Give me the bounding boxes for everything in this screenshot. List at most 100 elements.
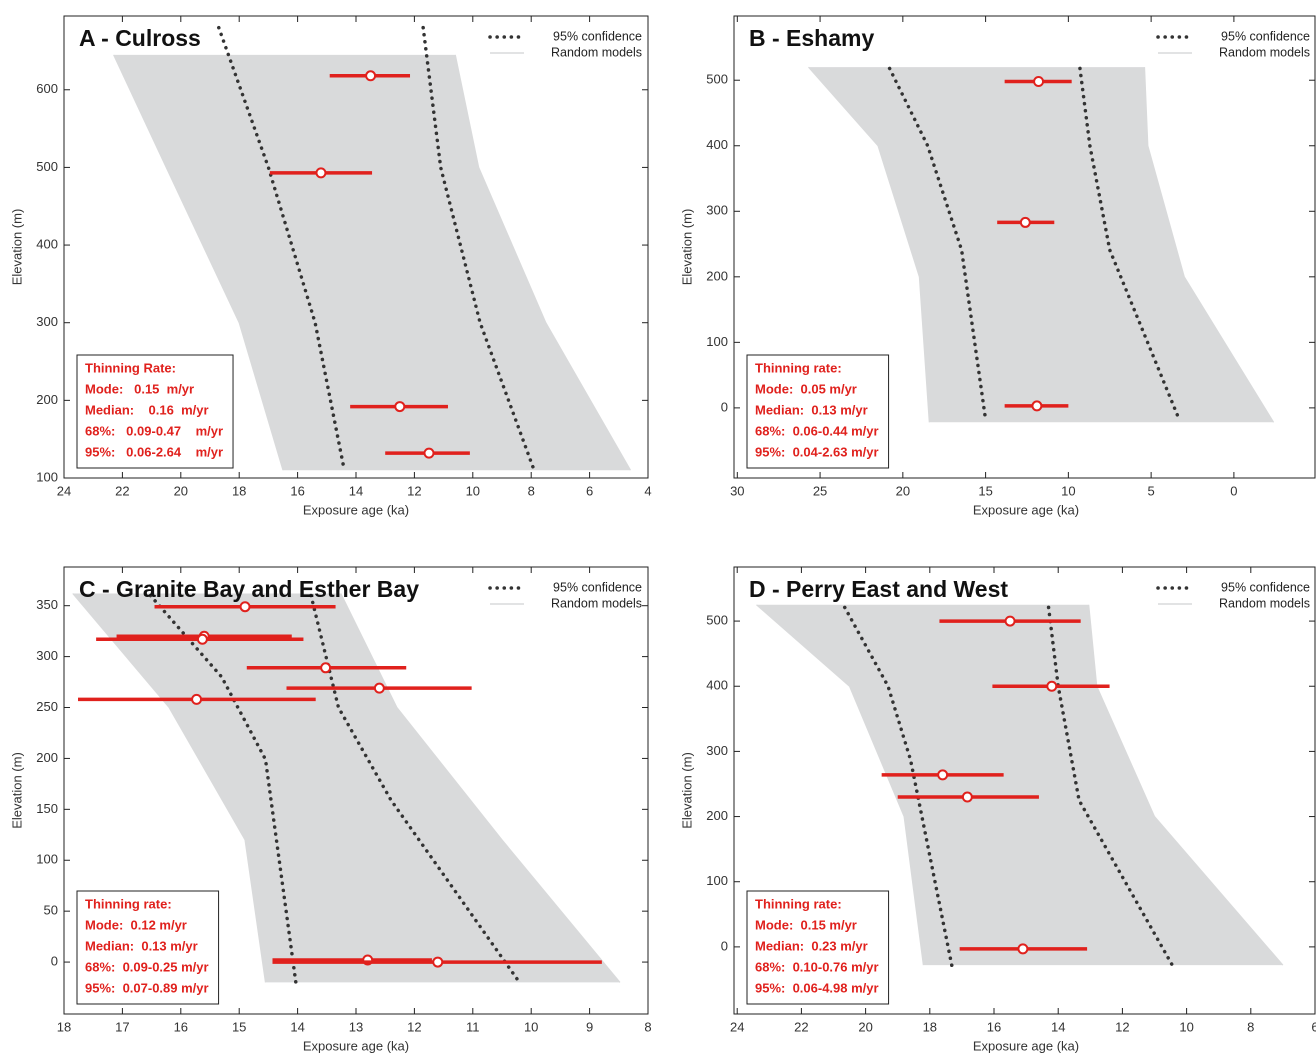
x-tick-label: 8 <box>1247 1019 1254 1034</box>
x-axis-label: Exposure age (ka) <box>973 502 1079 517</box>
random-models-edge <box>340 593 621 983</box>
sample-point <box>315 167 327 179</box>
confidence-line <box>842 605 955 970</box>
y-tick-label: 0 <box>721 938 728 953</box>
confidence-line <box>1046 605 1176 970</box>
random-models-edge <box>1088 604 1284 966</box>
thinning-box <box>746 890 890 1005</box>
panel-title: C - Granite Bay and Esther Bay <box>79 576 419 602</box>
x-tick-label: 22 <box>115 483 129 498</box>
x-tick-label: 14 <box>290 1019 304 1034</box>
y-tick-label: 500 <box>36 159 58 174</box>
sample-point <box>1046 680 1058 692</box>
y-tick-label: 50 <box>44 903 58 918</box>
random-models-band <box>756 604 1283 966</box>
sample-point <box>937 769 949 781</box>
x-tick-label: 6 <box>1311 1019 1316 1034</box>
box-line: 95%: 0.04-2.63 m/yr <box>755 444 879 459</box>
x-tick-label: 14 <box>349 483 363 498</box>
y-tick-label: 300 <box>706 203 728 218</box>
x-tick-label: 17 <box>115 1019 129 1034</box>
y-tick-label: 300 <box>36 314 58 329</box>
sample-point <box>365 70 377 82</box>
legend-label: Random models <box>1219 596 1310 610</box>
box-line: 95%: 0.07-0.89 m/yr <box>85 980 209 995</box>
x-tick-label: 12 <box>1115 1019 1129 1034</box>
y-tick-label: 100 <box>706 873 728 888</box>
box-line: Mode: 0.12 m/yr <box>85 917 187 932</box>
x-tick-label: 20 <box>174 483 188 498</box>
x-tick-label: 0 <box>1230 483 1237 498</box>
x-tick-label: 30 <box>730 483 744 498</box>
y-tick-label: 300 <box>36 648 58 663</box>
x-tick-label: 24 <box>57 483 71 498</box>
y-axis-label: Elevation (m) <box>679 752 694 829</box>
y-tick-label: 200 <box>36 750 58 765</box>
panel-title: B - Eshamy <box>749 25 874 51</box>
x-tick-label: 10 <box>1179 1019 1193 1034</box>
box-title: Thinning rate: <box>755 360 842 375</box>
y-axis-label: Elevation (m) <box>679 209 694 286</box>
plot-area <box>808 66 1275 423</box>
x-tick-label: 20 <box>896 483 910 498</box>
panel-title: A - Culross <box>79 25 201 51</box>
sample-point <box>1004 615 1016 627</box>
sample-point <box>196 633 208 645</box>
random-models-band <box>808 67 1274 423</box>
box-title: Thinning Rate: <box>85 360 176 375</box>
random-models-edge <box>454 54 632 471</box>
x-tick-label: 18 <box>57 1019 71 1034</box>
plot-area <box>113 25 632 472</box>
y-tick-label: 100 <box>36 852 58 867</box>
y-tick-label: 500 <box>706 72 728 87</box>
x-tick-label: 13 <box>349 1019 363 1034</box>
y-tick-label: 200 <box>706 268 728 283</box>
x-tick-label: 16 <box>290 483 304 498</box>
y-tick-label: 300 <box>706 743 728 758</box>
box-line: Median: 0.16 m/yr <box>85 402 209 417</box>
y-tick-label: 350 <box>36 597 58 612</box>
y-tick-label: 0 <box>721 399 728 414</box>
confidence-line <box>887 66 988 422</box>
x-tick-label: 14 <box>1051 1019 1065 1034</box>
sample-point <box>1033 76 1045 88</box>
confidence-line <box>148 593 298 985</box>
x-tick-label: 25 <box>813 483 827 498</box>
box-line: Median: 0.23 m/yr <box>755 938 868 953</box>
y-tick-label: 100 <box>706 334 728 349</box>
sample-point <box>373 682 385 694</box>
axes-frame <box>733 566 1316 1015</box>
thinning-box <box>76 354 234 469</box>
x-tick-label: 6 <box>586 483 593 498</box>
x-tick-label: 18 <box>923 1019 937 1034</box>
y-tick-label: 150 <box>36 801 58 816</box>
box-line: Median: 0.13 m/yr <box>755 402 868 417</box>
y-tick-label: 250 <box>36 699 58 714</box>
legend-label: Random models <box>1219 45 1310 59</box>
y-tick-label: 500 <box>706 613 728 628</box>
box-line: 68%: 0.09-0.25 m/yr <box>85 959 209 974</box>
x-tick-label: 9 <box>586 1019 593 1034</box>
confidence-line <box>1078 66 1182 422</box>
axes-frame <box>733 15 1316 479</box>
random-models-edge <box>113 54 284 471</box>
box-title: Thinning rate: <box>85 896 172 911</box>
y-tick-label: 200 <box>36 392 58 407</box>
thinning-box <box>76 890 220 1005</box>
plot-area <box>756 604 1284 970</box>
random-models-edge <box>72 593 267 983</box>
sample-point <box>239 601 251 613</box>
panel: 24 22 20 18 16 14 12 10 8 6 4 100 200 300 400 500 600 Exp… <box>9 15 652 517</box>
box-line: 68%: 0.10-0.76 m/yr <box>755 959 879 974</box>
box-line: Median: 0.13 m/yr <box>85 938 198 953</box>
box-line: 95%: 0.06-2.64 m/yr <box>85 444 223 459</box>
x-tick-label: 12 <box>407 1019 421 1034</box>
y-tick-label: 400 <box>706 678 728 693</box>
x-tick-label: 16 <box>987 1019 1001 1034</box>
x-tick-label: 22 <box>794 1019 808 1034</box>
box-title: Thinning rate: <box>755 896 842 911</box>
x-tick-label: 5 <box>1148 483 1155 498</box>
sample-point <box>394 401 406 413</box>
